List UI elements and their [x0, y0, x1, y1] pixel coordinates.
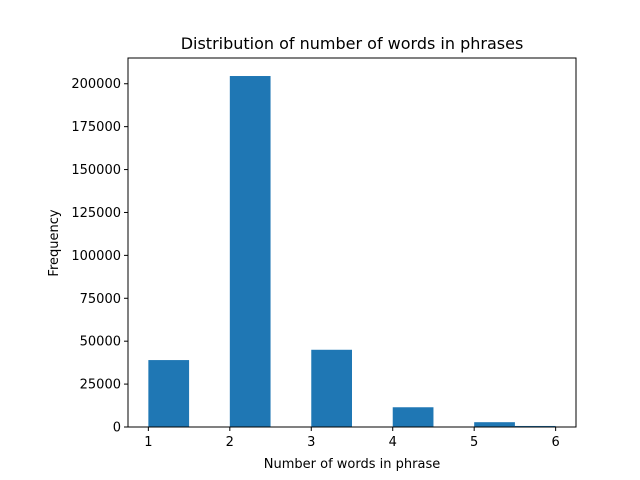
x-tick-label: 1 [144, 435, 152, 450]
y-tick-label: 100000 [71, 249, 121, 264]
histogram-bar-0 [148, 360, 190, 427]
x-tick-label: 2 [226, 435, 234, 450]
chart-title: Distribution of number of words in phras… [181, 34, 524, 53]
plot-frame [127, 57, 577, 428]
y-tick-label: 75000 [80, 292, 121, 307]
ticks-layer: 1 2 3 4 5 6 0 25000 50000 75000 100000 125000 150000… [71, 77, 559, 450]
histogram-bar-4 [311, 349, 352, 427]
bars-layer [148, 76, 556, 428]
x-tick-label: 3 [307, 435, 315, 450]
histogram-bar-9 [514, 425, 556, 427]
y-tick-label: 175000 [71, 120, 121, 135]
y-axis-label: Frequency [47, 209, 62, 276]
histogram-bar-8 [474, 422, 515, 427]
x-tick-label: 6 [551, 435, 559, 450]
x-tick-label: 5 [470, 435, 478, 450]
x-tick-label: 4 [389, 435, 397, 450]
y-tick-label: 25000 [80, 378, 121, 393]
histogram-bar-6 [392, 407, 434, 427]
y-tick-label: 0 [113, 421, 121, 436]
x-axis-label: Number of words in phrase [264, 457, 440, 472]
y-tick-label: 125000 [71, 206, 121, 221]
y-tick-label: 200000 [71, 77, 121, 92]
y-tick-label: 150000 [71, 163, 121, 178]
y-tick-label: 50000 [80, 335, 121, 350]
histogram-bar-2 [229, 76, 271, 428]
axes-layer [127, 57, 577, 428]
